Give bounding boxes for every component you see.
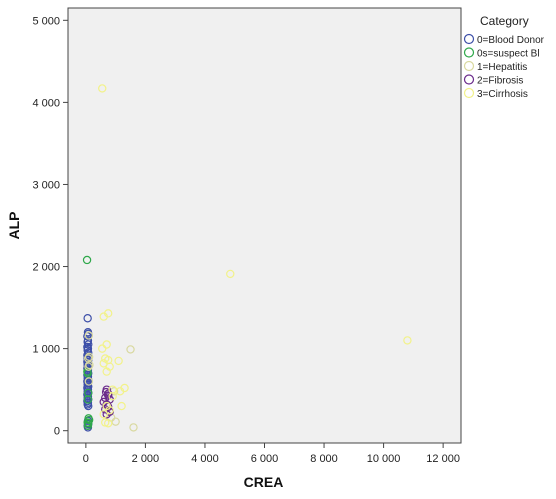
legend-label: 0=Blood Donor xyxy=(477,35,545,46)
data-point-series-2 xyxy=(126,345,135,354)
legend-label: 3=Cirrhosis xyxy=(477,89,528,100)
x-tick-label: 12 000 xyxy=(426,453,460,465)
data-point-series-1 xyxy=(83,421,93,430)
x-axis-title: CREA xyxy=(244,474,284,490)
data-point-series-0 xyxy=(84,401,93,411)
x-tick-label: 6 000 xyxy=(251,453,279,465)
data-point-series-1 xyxy=(84,388,93,398)
data-point-series-2 xyxy=(129,423,138,432)
data-point-series-2 xyxy=(84,377,94,386)
legend-marker xyxy=(463,74,475,85)
data-point-series-4 xyxy=(115,387,125,396)
y-tick-label: 5 000 xyxy=(32,15,60,27)
legend-title: Category xyxy=(480,14,529,28)
legend-label: 1=Hepatitis xyxy=(477,62,527,73)
legend-label: 0s=suspect Bl xyxy=(477,49,540,60)
legend-marker xyxy=(463,60,475,72)
y-axis-title: ALP xyxy=(6,212,22,240)
chart-root: 0 1 000 2 000 3 000 4 000 5 000 0 2 000 4 000 6 0… xyxy=(6,7,545,490)
x-tick-label: 2 000 xyxy=(132,453,160,465)
y-tick-label: 0 xyxy=(54,426,60,438)
plot-area xyxy=(67,7,462,444)
y-tick-label: 1 000 xyxy=(32,344,60,356)
data-point-series-4 xyxy=(226,269,235,279)
data-point-series-4 xyxy=(108,392,117,401)
data-point-series-4 xyxy=(103,419,113,428)
data-point-series-4 xyxy=(117,401,126,411)
data-point-series-1 xyxy=(82,255,92,265)
data-point-series-4 xyxy=(99,312,108,321)
data-point-series-4 xyxy=(403,336,412,345)
data-point-series-4 xyxy=(114,356,123,366)
data-point-series-4 xyxy=(102,367,111,376)
data-point-series-0 xyxy=(83,314,92,323)
x-tick-label: 4 000 xyxy=(191,453,219,465)
data-point-series-4 xyxy=(99,410,108,419)
data-point-series-2 xyxy=(84,362,93,371)
y-tick-label: 4 000 xyxy=(32,97,60,109)
x-tick-label: 10 000 xyxy=(367,453,401,465)
x-tick-label: 8 000 xyxy=(310,453,338,465)
data-point-series-2 xyxy=(84,331,94,340)
legend-marker xyxy=(463,47,475,58)
data-point-series-4 xyxy=(98,344,107,353)
x-tick-label: 0 xyxy=(83,453,89,465)
y-tick-label: 3 000 xyxy=(32,179,60,191)
data-point-series-1 xyxy=(83,395,93,404)
legend-marker xyxy=(463,87,475,99)
data-point-series-4 xyxy=(98,84,107,93)
legend-marker xyxy=(463,33,475,45)
data-point-series-4 xyxy=(105,405,114,415)
y-tick-label: 2 000 xyxy=(32,262,60,274)
legend-label: 2=Fibrosis xyxy=(477,76,523,87)
